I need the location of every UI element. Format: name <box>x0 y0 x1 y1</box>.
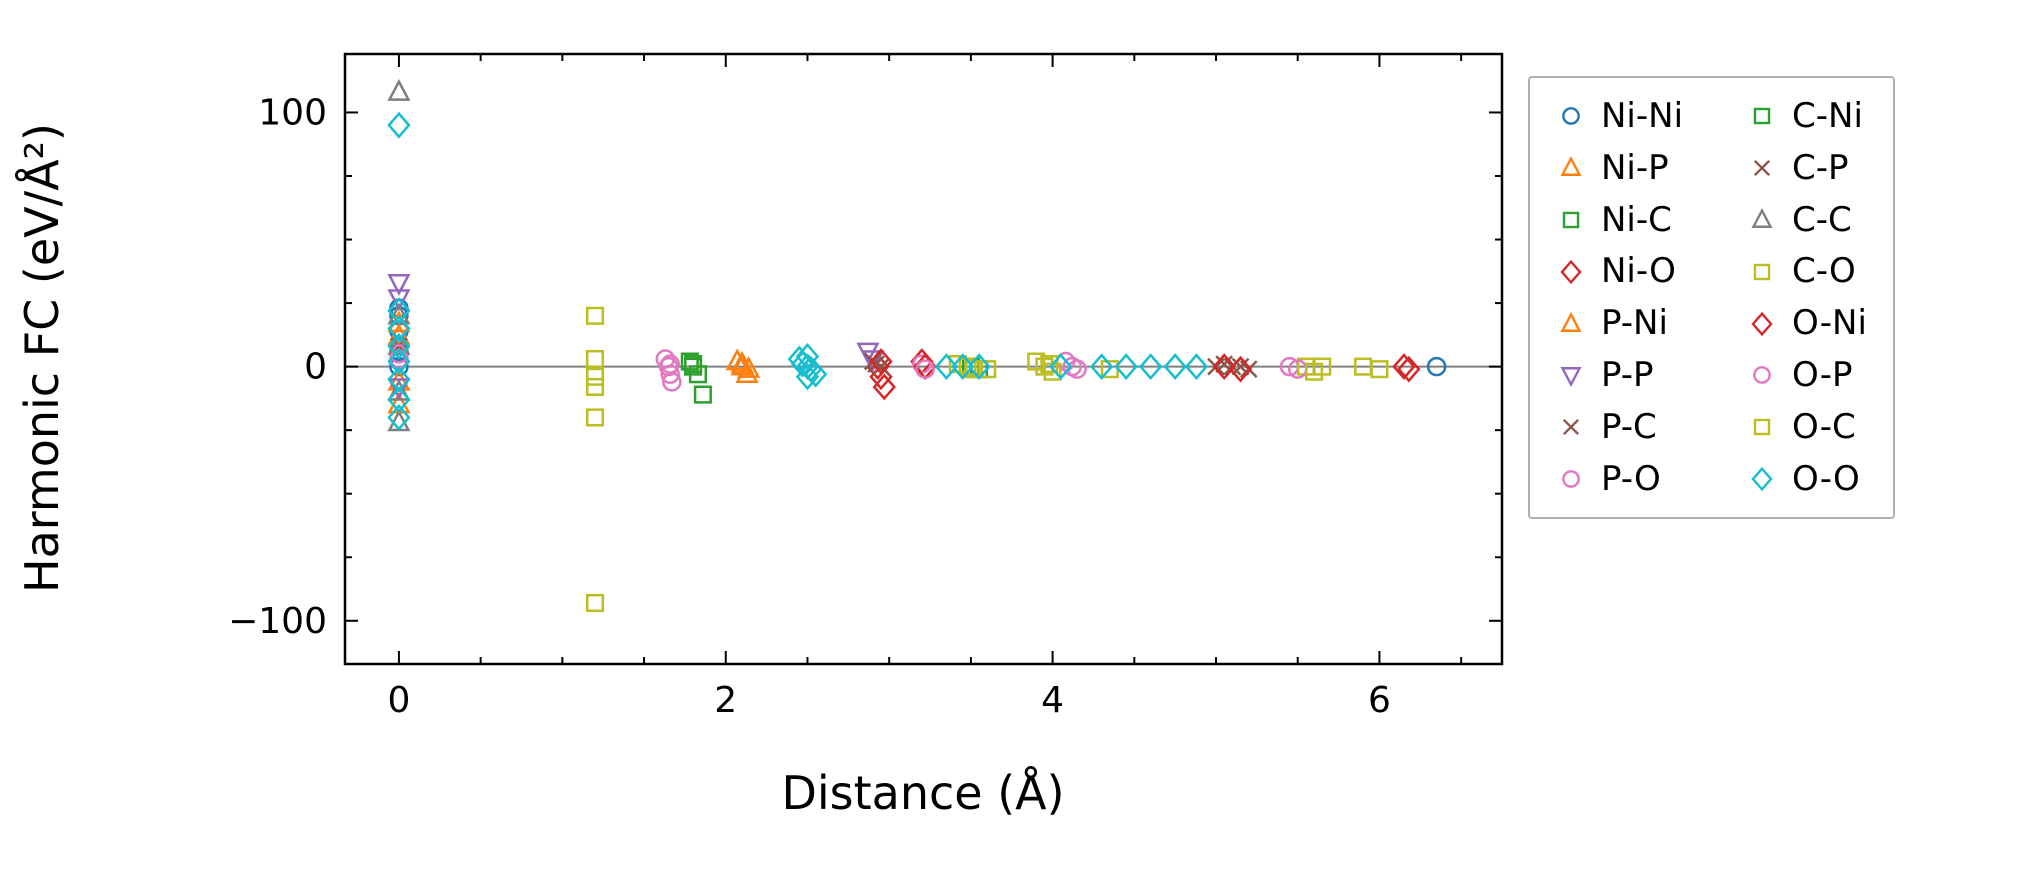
diamond-marker-icon <box>1751 466 1773 492</box>
legend-label: P-C <box>1601 406 1657 447</box>
triangle-up-marker-icon <box>1560 311 1582 332</box>
legend-label: C-Ni <box>1792 96 1863 136</box>
x-marker-icon <box>1753 160 1771 177</box>
legend-item-Ni-O: Ni-O <box>1556 251 1683 292</box>
plot-frame <box>343 52 1504 666</box>
legend-item-C-O: C-O <box>1747 251 1867 292</box>
svg-text:−100: −100 <box>228 601 327 642</box>
legend-label: Ni-C <box>1601 199 1672 240</box>
axis-ticks <box>345 54 1502 664</box>
triangle-up-marker-icon <box>1560 156 1582 177</box>
legend-label: O-P <box>1792 354 1853 395</box>
diamond-marker-icon <box>1751 311 1773 336</box>
series-P-O <box>389 344 1300 392</box>
circle-marker-icon <box>1562 107 1580 126</box>
legend-label: P-P <box>1601 354 1654 395</box>
legend-item-P-Ni: P-Ni <box>1556 303 1683 344</box>
legend: Ni-Ni Ni-P Ni-C Ni-O P-Ni P-P P-C P-O C-Ni C-P C-C… <box>1528 76 1895 520</box>
diamond-marker-icon <box>1560 259 1582 284</box>
triangle-up-marker-icon <box>1751 207 1773 228</box>
legend-label: P-Ni <box>1601 303 1668 344</box>
legend-label: P-O <box>1601 458 1661 499</box>
legend-label: O-Ni <box>1792 303 1867 344</box>
svg-text:6: 6 <box>1368 680 1391 721</box>
legend-item-O-C: O-C <box>1747 407 1867 448</box>
legend-label: O-O <box>1792 458 1860 499</box>
series-C-C <box>387 78 411 432</box>
series-P-Ni <box>387 322 761 391</box>
legend-item-Ni-P: Ni-P <box>1556 148 1683 189</box>
y-axis-label: Harmonic FC (eV/Å²) <box>15 123 69 593</box>
legend-label: C-P <box>1792 147 1849 188</box>
legend-label: Ni-Ni <box>1601 96 1684 136</box>
circle-marker-icon <box>1753 366 1771 385</box>
legend-item-C-Ni: C-Ni <box>1747 96 1867 137</box>
square-marker-icon <box>1753 263 1771 281</box>
svg-text:2: 2 <box>714 680 737 721</box>
square-marker-icon <box>1562 211 1580 229</box>
legend-item-O-P: O-P <box>1747 355 1867 396</box>
legend-item-O-Ni: O-Ni <box>1747 303 1867 344</box>
square-marker-icon <box>1753 108 1771 125</box>
legend-item-C-C: C-C <box>1747 200 1867 241</box>
legend-item-Ni-C: Ni-C <box>1556 200 1683 241</box>
circle-marker-icon <box>1562 470 1580 488</box>
legend-label: C-C <box>1792 199 1852 240</box>
legend-item-O-O: O-O <box>1747 459 1867 500</box>
series-O-C <box>958 355 1389 381</box>
legend-label: O-C <box>1792 406 1856 447</box>
legend-label: Ni-O <box>1601 251 1676 292</box>
legend-item-P-P: P-P <box>1556 355 1683 396</box>
tick-labels: 0 2 4 6 −100 0 100 <box>228 92 1391 721</box>
series-C-P <box>867 355 1250 376</box>
legend-item-P-C: P-C <box>1556 407 1683 448</box>
svg-text:4: 4 <box>1041 680 1064 721</box>
x-axis-label: Distance (Å) <box>781 766 1065 820</box>
x-marker-icon <box>1562 419 1580 436</box>
square-marker-icon <box>1753 418 1771 436</box>
legend-label: Ni-P <box>1601 147 1669 188</box>
series-O-O <box>387 111 1209 431</box>
series-Ni-C <box>680 352 980 404</box>
svg-text:0: 0 <box>387 680 410 721</box>
legend-item-P-O: P-O <box>1556 459 1683 500</box>
svg-text:100: 100 <box>258 92 327 133</box>
triangle-down-marker-icon <box>1560 367 1582 388</box>
legend-label: C-O <box>1792 251 1856 292</box>
legend-item-C-P: C-P <box>1747 148 1867 189</box>
legend-item-Ni-Ni: Ni-Ni <box>1556 96 1683 137</box>
svg-text:0: 0 <box>304 347 327 388</box>
